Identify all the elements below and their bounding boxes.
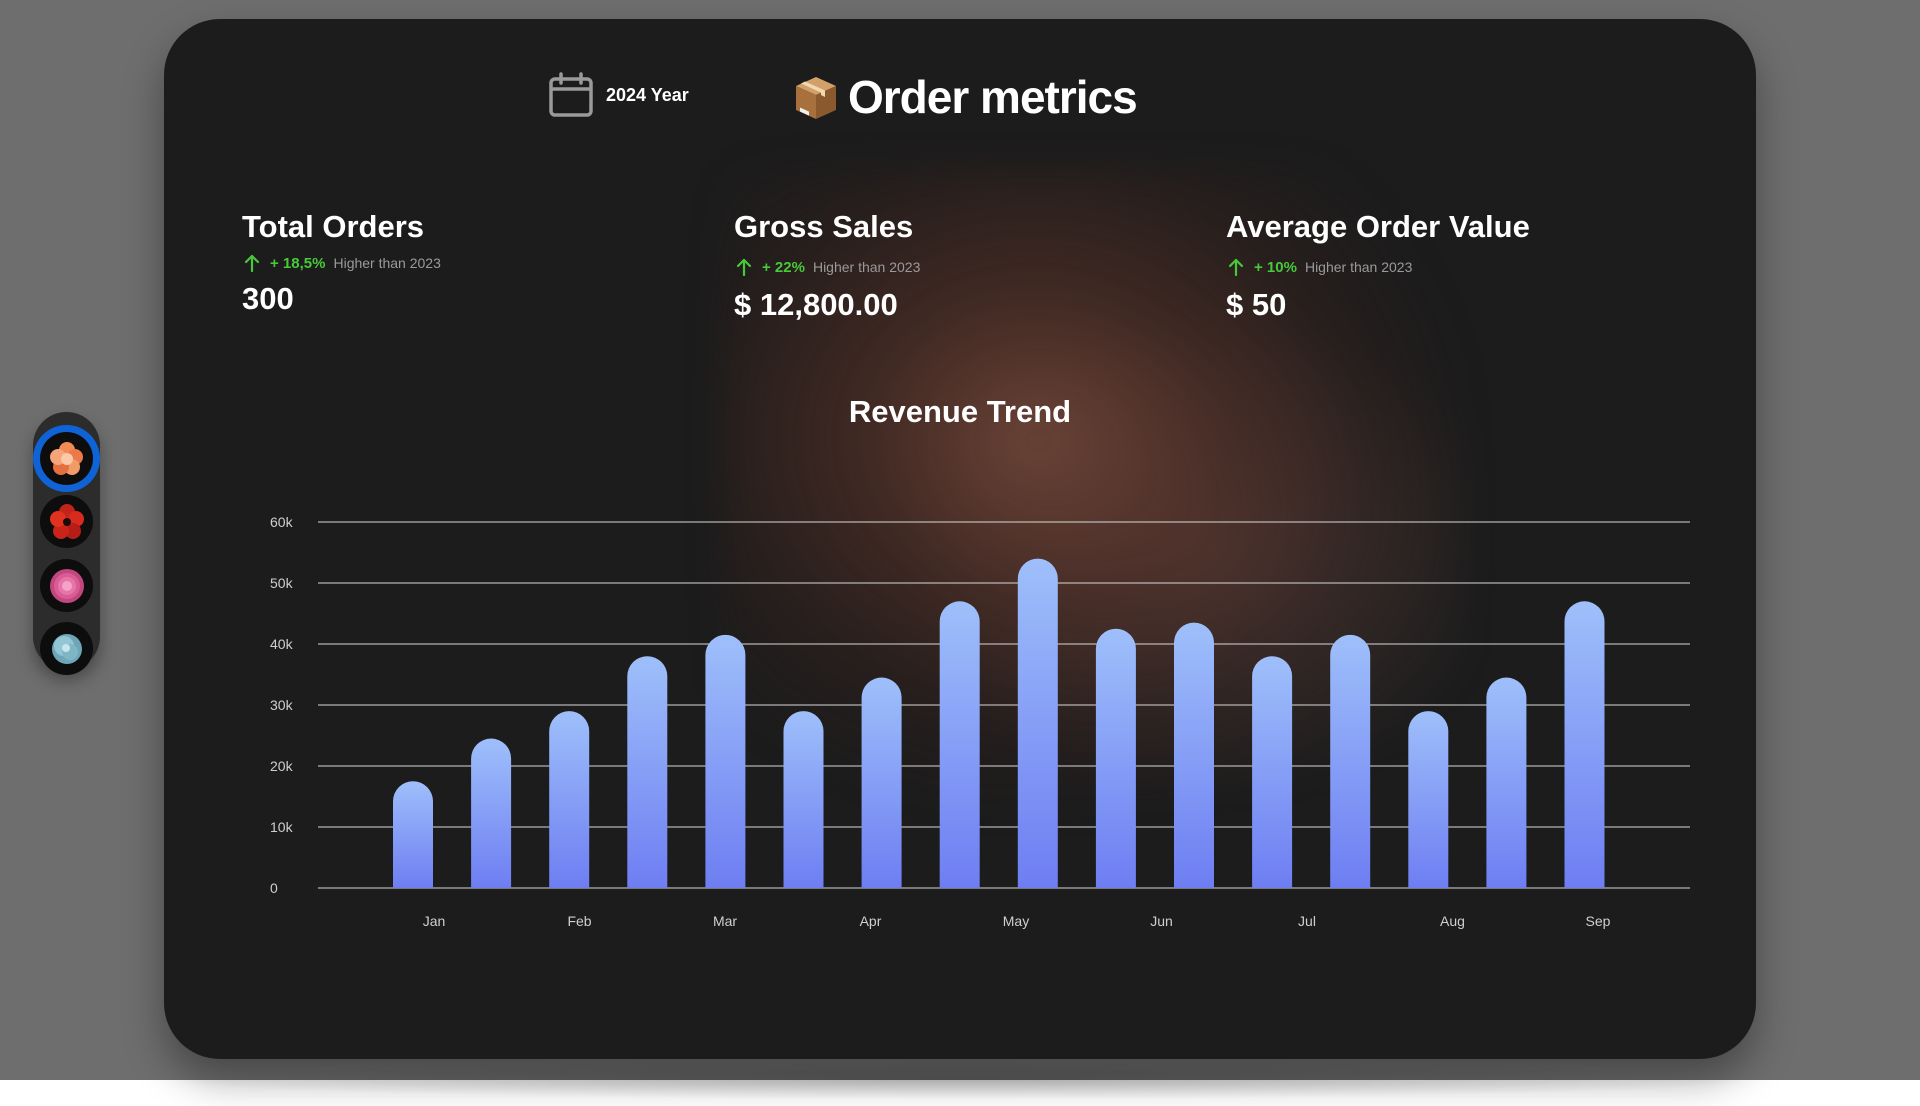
year-label: 2024 Year [606, 84, 689, 105]
arrow-up-icon [1228, 258, 1244, 277]
metric-change: + 18,5% Higher than 2023 [242, 253, 441, 273]
dashboard-window: 2024 Year Order metrics Total Orders + 1… [164, 19, 1756, 1059]
bar[interactable] [861, 677, 902, 888]
x-tick-label: Feb [567, 913, 591, 929]
dock-item-orange-flower[interactable] [40, 432, 93, 485]
metric-average-order-value: Average Order Value + 10% Higher than 20… [1226, 209, 1530, 323]
x-tick-label: Jan [423, 913, 446, 929]
y-tick-label: 30k [270, 697, 294, 713]
package-box-icon [796, 77, 836, 119]
bar[interactable] [1252, 656, 1293, 888]
metric-title: Average Order Value [1226, 209, 1530, 244]
change-percent: + 22% [762, 258, 805, 276]
metric-value: $ 50 [1226, 287, 1287, 322]
metric-total-orders: Total Orders + 18,5% Higher than 2023 30… [242, 209, 441, 317]
metric-change: + 10% Higher than 2023 [1226, 257, 1530, 277]
chart-title: Revenue Trend [848, 394, 1072, 429]
change-percent: + 18,5% [270, 254, 326, 272]
bar[interactable] [1486, 677, 1527, 888]
dock-item-blue-flower[interactable] [40, 622, 93, 675]
page-header: Order metrics [792, 67, 1138, 127]
year-picker[interactable]: 2024 Year [548, 71, 689, 119]
bar[interactable] [1017, 558, 1058, 888]
blue-flower-icon [51, 633, 82, 664]
bar[interactable] [1174, 622, 1214, 888]
y-tick-label: 10k [270, 819, 294, 835]
x-tick-label: Mar [713, 913, 737, 929]
x-tick-label: Jul [1298, 913, 1316, 929]
bar[interactable] [939, 601, 980, 888]
x-tick-label: Aug [1440, 913, 1465, 929]
x-tick-label: May [1003, 913, 1029, 929]
bar[interactable] [783, 711, 824, 888]
metric-title: Gross Sales [734, 209, 914, 244]
change-percent: + 10% [1254, 258, 1297, 276]
orange-flower-icon [49, 441, 83, 475]
bar[interactable] [627, 656, 668, 888]
bar[interactable] [471, 738, 512, 888]
y-tick-label: 20k [270, 758, 294, 774]
x-tick-label: Apr [860, 913, 882, 929]
bar[interactable] [1330, 634, 1371, 888]
y-tick-label: 0 [270, 880, 278, 896]
arrow-up-icon [244, 254, 260, 273]
x-tick-label: Jun [1150, 913, 1173, 929]
comparison-label: Higher than 2023 [812, 259, 921, 275]
bar[interactable] [549, 711, 590, 888]
comparison-label: Higher than 2023 [333, 255, 441, 271]
dock-item-pink-flower[interactable] [40, 559, 93, 612]
bar[interactable] [705, 634, 746, 888]
bar[interactable] [1095, 628, 1136, 888]
y-tick-label: 60k [270, 514, 294, 530]
chart-labels: 0 10k 20k 30k 40k 50k 60k Jan Feb Mar Apr May Jun Jul… [270, 514, 1611, 929]
y-tick-label: 40k [270, 636, 294, 652]
y-tick-label: 50k [270, 575, 294, 591]
bar[interactable] [1564, 601, 1605, 888]
bar[interactable] [393, 781, 433, 888]
revenue-trend-chart: 0 10k 20k 30k 40k 50k 60k Jan Feb Mar Apr May Jun Jul… [270, 514, 1690, 929]
red-flower-icon [49, 503, 84, 539]
metric-title: Total Orders [242, 209, 425, 244]
arrow-up-icon [736, 258, 752, 277]
dock-item-red-flower[interactable] [40, 495, 93, 548]
metric-value: 300 [242, 281, 294, 316]
metric-value: $ 12,800.00 [734, 287, 898, 322]
window-shadow [160, 1060, 1760, 1100]
pink-flower-icon [49, 568, 84, 603]
theme-dock [33, 412, 100, 675]
comparison-label: Higher than 2023 [1304, 259, 1413, 275]
chart-grid [318, 521, 1690, 889]
chart-bars [393, 558, 1605, 888]
page-title: Order metrics [848, 71, 1138, 123]
metric-gross-sales: Gross Sales + 22% Higher than 2023 $ 12,… [734, 209, 920, 323]
x-tick-label: Sep [1586, 913, 1611, 929]
metric-change: + 22% Higher than 2023 [734, 257, 920, 277]
calendar-icon [549, 72, 593, 117]
bar[interactable] [1408, 711, 1449, 888]
